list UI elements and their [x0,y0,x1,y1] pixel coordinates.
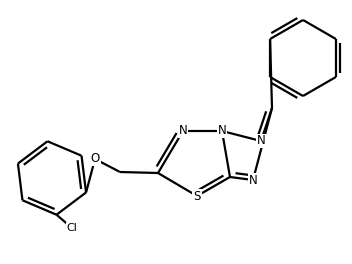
Text: N: N [257,134,265,148]
Text: N: N [178,125,187,138]
Text: S: S [193,190,201,202]
Text: O: O [90,153,100,166]
Text: Cl: Cl [67,223,77,233]
Text: N: N [249,173,257,186]
Text: N: N [218,125,226,138]
